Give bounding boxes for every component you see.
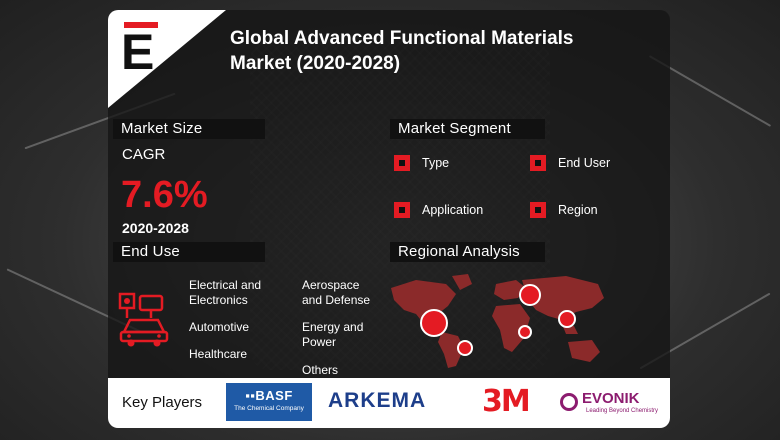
region-bubble-south-america: [457, 340, 473, 356]
title-line-2: Market (2020-2028): [230, 53, 401, 74]
logo-letter: E: [121, 24, 155, 80]
segment-item-region: Region: [530, 202, 598, 218]
end-use-heading: End Use: [113, 242, 265, 262]
segment-label: Region: [558, 203, 598, 217]
page-title: Global Advanced Functional Materials Mar…: [230, 26, 630, 76]
end-use-item: Aerospace and Defense: [302, 278, 371, 307]
basf-logo: ▪▪BASF The Chemical Company: [226, 383, 312, 421]
car-tech-icon: [118, 292, 169, 347]
logo-bar: [124, 22, 158, 28]
basf-name: ▪▪BASF: [245, 388, 293, 403]
evonik-logo-icon: [560, 393, 578, 411]
key-players-label: Key Players: [122, 394, 203, 411]
segment-label: End User: [558, 156, 611, 170]
bullet-icon: [530, 202, 546, 218]
evonik-logo: EVONIK: [582, 390, 640, 407]
region-bubble-asia-pacific: [558, 310, 576, 328]
segment-label: Application: [422, 203, 484, 217]
end-use-item: Healthcare: [189, 347, 248, 361]
end-use-item: Others: [302, 363, 339, 377]
basf-tagline: The Chemical Company: [234, 405, 304, 412]
end-use-item: Energy and Power: [302, 320, 364, 349]
arkema-logo: ARKEMA: [328, 389, 427, 412]
segment-item-end-user: End User: [530, 155, 610, 171]
region-bubble-africa: [518, 325, 532, 339]
market-segment-heading: Market Segment: [390, 119, 545, 139]
regional-analysis-heading: Regional Analysis: [390, 242, 545, 262]
cagr-label: CAGR: [122, 146, 166, 163]
bullet-icon: [530, 155, 546, 171]
cagr-value: 7.6%: [121, 174, 208, 216]
title-line-1: Global Advanced Functional Materials: [230, 28, 574, 49]
segment-item-application: Application: [394, 202, 483, 218]
evonik-tagline: Leading Beyond Chemistry: [586, 408, 659, 414]
end-use-item: Automotive: [189, 320, 250, 334]
3m-logo: 3M: [482, 384, 531, 419]
market-size-heading: Market Size: [113, 119, 265, 139]
world-map: [391, 274, 604, 368]
segment-item-type: Type: [394, 155, 449, 171]
bullet-icon: [394, 202, 410, 218]
bullet-icon: [394, 155, 410, 171]
region-bubble-europe: [519, 284, 541, 306]
region-bubble-north-america: [420, 309, 448, 337]
cagr-period: 2020-2028: [122, 220, 189, 236]
segment-label: Type: [422, 156, 450, 170]
end-use-item: Electrical and Electronics: [189, 278, 262, 307]
